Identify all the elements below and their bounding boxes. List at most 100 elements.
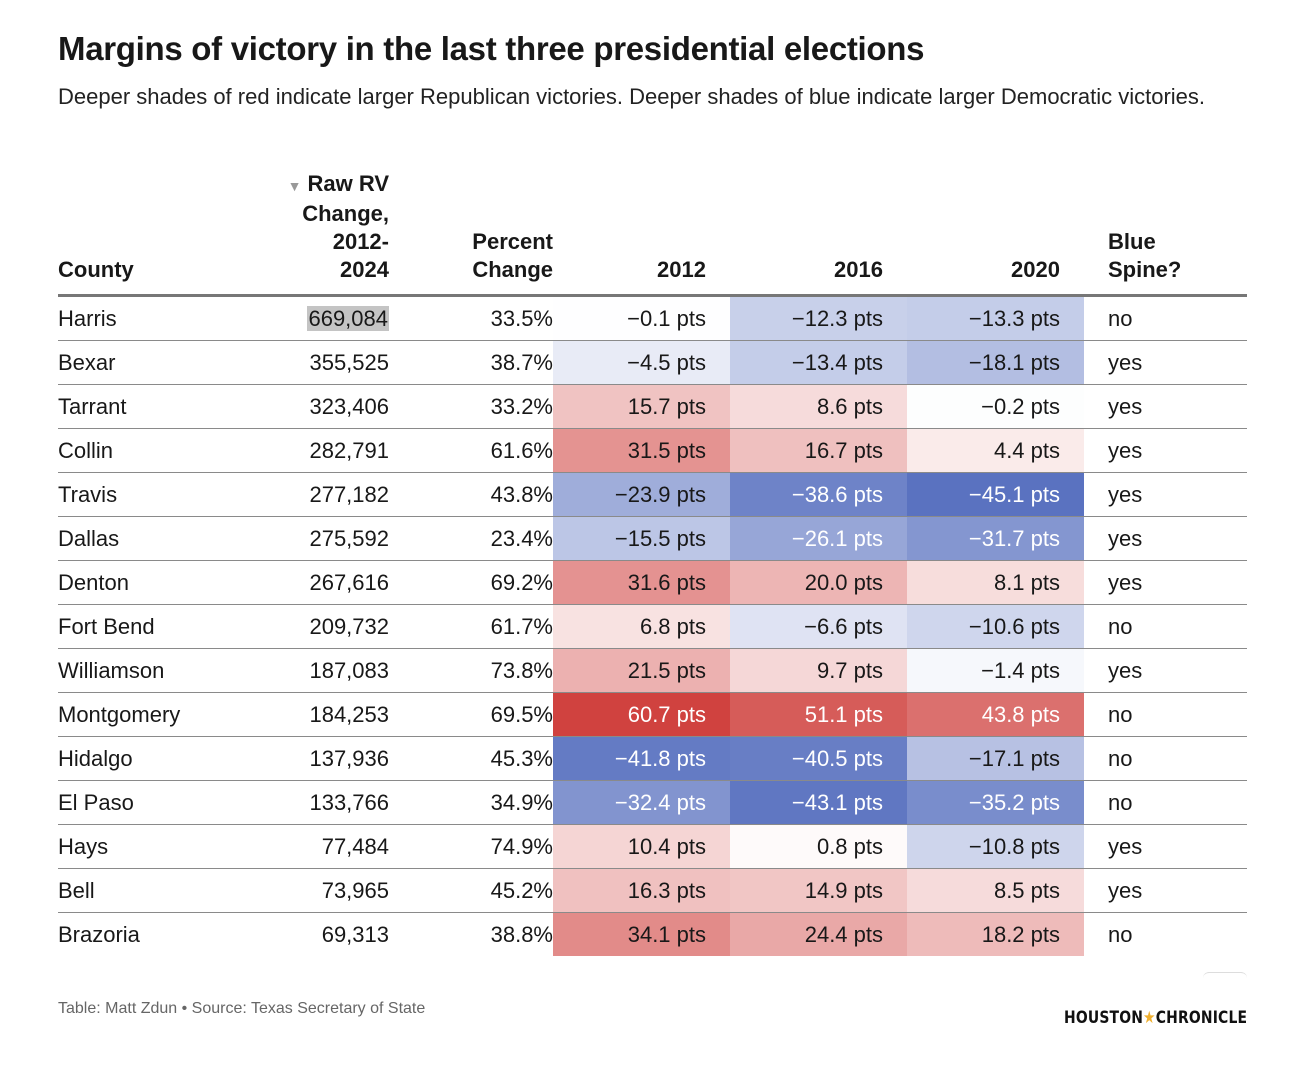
raw-rv-change-cell: 187,083 — [258, 648, 389, 693]
raw-rv-change-cell: 137,936 — [258, 736, 389, 781]
margin-cell-2020: −10.6 pts — [907, 604, 1084, 649]
raw-rv-value: 209,732 — [309, 613, 389, 639]
margin-cell-2016: −13.4 pts — [730, 340, 907, 385]
header-county[interactable]: County — [58, 170, 258, 297]
margin-cell-2012: 60.7 pts — [553, 692, 730, 737]
table-row: Bexar 355,525 38.7% −4.5 pts −13.4 pts −18.1 … — [58, 340, 1247, 385]
percent-change-cell: 38.8% — [490, 921, 553, 947]
blue-spine-cell: yes — [1084, 428, 1247, 473]
county-cell: Travis — [58, 472, 258, 517]
percent-change-cell: 33.5% — [389, 295, 553, 341]
raw-rv-change-cell: 277,182 — [258, 472, 389, 517]
margin-cell-2020: 43.8 pts — [907, 692, 1084, 737]
header-raw-rv-change[interactable]: ▼ Raw RV Change, 2012- 2024 — [258, 170, 389, 297]
blue-spine-cell: yes — [1084, 824, 1247, 869]
margin-cell-2020: −18.1 pts — [907, 340, 1084, 385]
county-cell: Fort Bend — [58, 604, 258, 649]
county-cell: Collin — [58, 428, 258, 473]
margin-cell-2012: −0.1 pts — [553, 295, 730, 341]
margin-cell-2012: 15.7 pts — [553, 384, 730, 429]
table-row: El Paso 133,766 34.9% −32.4 pts −43.1 pts −35… — [58, 780, 1247, 825]
raw-rv-change-cell: 282,791 — [258, 428, 389, 473]
margin-cell-2016: 14.9 pts — [730, 868, 907, 913]
raw-rv-value: 323,406 — [309, 393, 389, 419]
header-2016[interactable]: 2016 — [730, 170, 907, 297]
margin-cell-2012: 21.5 pts — [553, 648, 730, 693]
table-row: Bell 73,965 45.2% 16.3 pts 14.9 pts 8.5 pts ye… — [58, 868, 1247, 913]
raw-rv-change-cell: 184,253 — [258, 692, 389, 737]
raw-rv-value: 73,965 — [321, 877, 389, 903]
percent-change-cell: 61.7% — [389, 604, 553, 649]
blue-spine-cell: no — [1108, 921, 1133, 947]
margin-cell-2020: 8.1 pts — [907, 560, 1084, 605]
raw-rv-change-cell: 323,406 — [258, 384, 389, 429]
table-row: Brazoria 69,313 38.8% 34.1 pts 24.4 pts 18.2 … — [58, 912, 1247, 957]
blue-spine-cell: yes — [1084, 384, 1247, 429]
percent-change-cell: 45.2% — [389, 868, 553, 913]
raw-rv-change-cell: 209,732 — [258, 604, 389, 649]
header-percent-change[interactable]: Percent Change — [389, 170, 553, 297]
expand-button[interactable] — [1203, 972, 1247, 979]
chart-title: Margins of victory in the last three pre… — [58, 30, 925, 67]
percent-change-cell: 69.2% — [389, 560, 553, 605]
raw-rv-change-cell: 275,592 — [258, 516, 389, 561]
blue-spine-cell: no — [1084, 295, 1247, 341]
table-row: Williamson 187,083 73.8% 21.5 pts 9.7 pts −1.… — [58, 648, 1247, 693]
margin-cell-2020: 18.2 pts — [907, 912, 1084, 956]
percent-change-cell: 33.2% — [389, 384, 553, 429]
raw-rv-value: 184,253 — [309, 701, 389, 727]
blue-spine-cell: no — [1084, 604, 1247, 649]
blue-spine-cell: no — [1084, 736, 1247, 781]
margin-cell-2020: −1.4 pts — [907, 648, 1084, 693]
raw-rv-value: 267,616 — [309, 569, 389, 595]
raw-rv-value: 187,083 — [309, 657, 389, 683]
margin-cell-2012: 6.8 pts — [553, 604, 730, 649]
raw-rv-value: 277,182 — [309, 481, 389, 507]
raw-rv-change-cell: 669,084 — [258, 295, 389, 341]
margin-cell-2020: 4.4 pts — [907, 428, 1084, 473]
table-row: Denton 267,616 69.2% 31.6 pts 20.0 pts 8.1 pt… — [58, 560, 1247, 605]
margin-cell-2012: 16.3 pts — [553, 868, 730, 913]
margin-cell-2012: 34.1 pts — [553, 912, 730, 956]
margin-cell-2020: −31.7 pts — [907, 516, 1084, 561]
header-blue-spine[interactable]: Blue Spine? — [1084, 170, 1247, 297]
margin-cell-2012: −23.9 pts — [553, 472, 730, 517]
raw-rv-value: 669,084 — [307, 305, 389, 331]
margin-cell-2020: −13.3 pts — [907, 295, 1084, 341]
raw-rv-value: 137,936 — [309, 745, 389, 771]
margin-cell-2020: −0.2 pts — [907, 384, 1084, 429]
margin-cell-2016: 8.6 pts — [730, 384, 907, 429]
margin-cell-2016: −12.3 pts — [730, 295, 907, 341]
blue-spine-cell: yes — [1084, 560, 1247, 605]
county-cell: Dallas — [58, 516, 258, 561]
county-cell: Montgomery — [58, 692, 258, 737]
table-row: Montgomery 184,253 69.5% 60.7 pts 51.1 pts 43… — [58, 692, 1247, 737]
county-cell: El Paso — [58, 780, 258, 825]
raw-rv-change-cell: 77,484 — [258, 824, 389, 869]
margin-cell-2020: 8.5 pts — [907, 868, 1084, 913]
margin-cell-2012: 31.6 pts — [553, 560, 730, 605]
blue-spine-cell: no — [1084, 692, 1247, 737]
county-cell: Tarrant — [58, 384, 258, 429]
margin-cell-2016: 0.8 pts — [730, 824, 907, 869]
margin-cell-2016: −6.6 pts — [730, 604, 907, 649]
margin-cell-2012: −32.4 pts — [553, 780, 730, 825]
percent-change-cell: 23.4% — [389, 516, 553, 561]
raw-rv-value: 355,525 — [309, 349, 389, 375]
margin-cell-2016: 20.0 pts — [730, 560, 907, 605]
blue-spine-cell: yes — [1084, 648, 1247, 693]
header-2012[interactable]: 2012 — [553, 170, 730, 297]
blue-spine-cell: yes — [1084, 340, 1247, 385]
raw-rv-value: 69,313 — [321, 921, 389, 947]
table-row: Hidalgo 137,936 45.3% −41.8 pts −40.5 pts −17… — [58, 736, 1247, 781]
raw-rv-change-cell: 267,616 — [258, 560, 389, 605]
raw-rv-change-cell: 69,313 — [258, 913, 389, 957]
margin-cell-2020: −35.2 pts — [907, 780, 1084, 825]
table-row: Travis 277,182 43.8% −23.9 pts −38.6 pts −45.… — [58, 472, 1247, 517]
county-cell: Harris — [58, 295, 258, 341]
header-2020[interactable]: 2020 — [907, 170, 1084, 297]
margin-cell-2016: 51.1 pts — [730, 692, 907, 737]
percent-change-cell: 38.7% — [389, 340, 553, 385]
percent-change-cell: 73.8% — [389, 648, 553, 693]
blue-spine-cell: yes — [1084, 472, 1247, 517]
